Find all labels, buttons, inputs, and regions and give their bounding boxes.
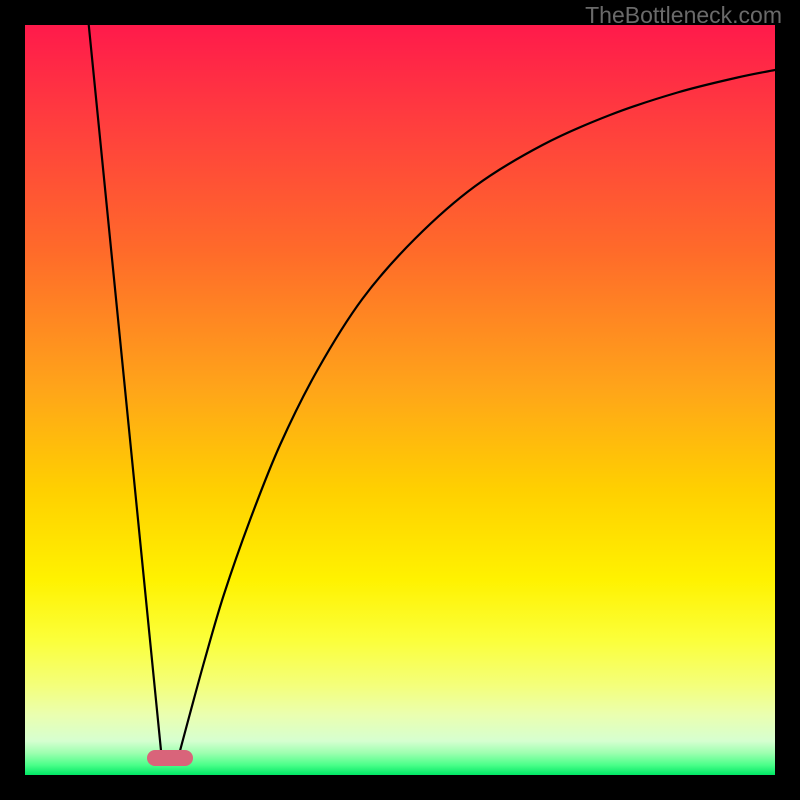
watermark-text: TheBottleneck.com [585, 2, 782, 29]
chart-container: TheBottleneck.com [0, 0, 800, 800]
curve-left-branch [89, 25, 162, 756]
optimal-point-marker [147, 750, 193, 766]
bottleneck-curve [25, 25, 775, 775]
plot-area [25, 25, 775, 775]
curve-right-branch [179, 70, 775, 756]
